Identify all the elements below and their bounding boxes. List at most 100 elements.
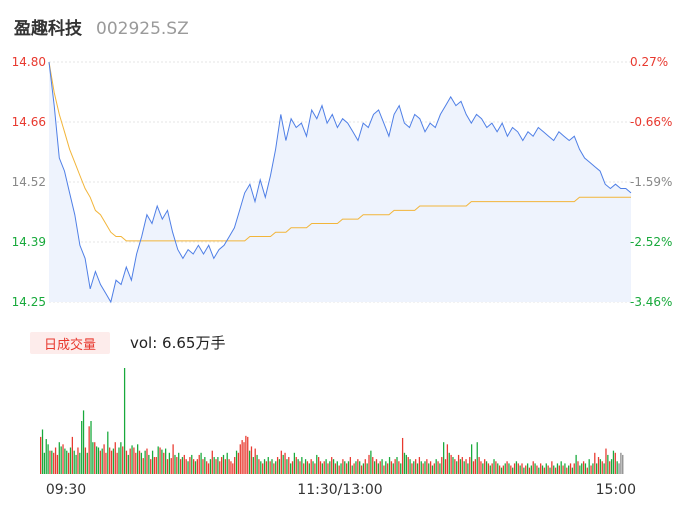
volume-bar: [123, 368, 126, 474]
volume-bar: [357, 459, 359, 474]
volume-bar: [140, 452, 143, 474]
volume-bar: [144, 450, 146, 474]
volume-bar: [299, 461, 301, 474]
volume-bar: [41, 429, 44, 474]
volume-bar: [291, 461, 294, 474]
volume-bar: [575, 454, 577, 474]
volume-bar: [155, 457, 157, 474]
volume-bar: [540, 463, 542, 474]
volume-bar: [321, 463, 324, 474]
volume-bar: [222, 454, 225, 474]
volume-bar: [71, 436, 73, 474]
volume-bar: [316, 454, 318, 474]
volume-bar: [612, 450, 615, 474]
volume-bar: [290, 463, 292, 474]
volume-bar: [549, 467, 551, 474]
pct-tick-label: -0.66%: [630, 115, 672, 129]
volume-bar: [45, 439, 47, 474]
volume-bar: [523, 467, 525, 474]
volume-bar: [469, 457, 471, 474]
header: 盈趣科技 002925.SZ: [14, 14, 189, 40]
price-tick-label: 14.39: [12, 235, 46, 249]
volume-bar: [319, 461, 322, 474]
volume-bar: [407, 457, 409, 474]
volume-bar: [573, 463, 575, 474]
volume-bar: [243, 442, 245, 474]
volume-bar: [58, 442, 60, 474]
volume-bar: [129, 448, 131, 474]
volume-bar: [586, 467, 588, 474]
volume-bar: [146, 448, 148, 474]
volume-bar: [137, 444, 139, 474]
volume-bar: [245, 435, 247, 474]
volume-bar: [77, 447, 79, 474]
volume-bar: [275, 461, 277, 474]
volume-bar: [519, 465, 521, 474]
volume-bar: [280, 450, 282, 474]
volume-bar: [571, 467, 574, 474]
volume-bar: [239, 444, 241, 474]
volume-bar: [429, 461, 432, 474]
volume-bar: [375, 459, 378, 474]
volume-bar: [67, 452, 70, 474]
volume-readout: vol: 6.65万手: [130, 334, 226, 352]
volume-bar: [506, 461, 508, 474]
volume-bar: [390, 461, 393, 474]
price-tick-label: 14.52: [12, 175, 46, 189]
volume-bar: [588, 459, 590, 474]
volume-bar: [480, 461, 482, 474]
volume-bar: [101, 448, 103, 474]
volume-bar: [338, 465, 340, 474]
volume-bar: [508, 463, 510, 474]
volume-bar: [165, 448, 167, 474]
volume-bar: [66, 450, 68, 474]
volume-bar: [543, 467, 546, 474]
volume-bar: [441, 457, 443, 474]
volume-bar: [40, 436, 42, 474]
volume-bar: [200, 452, 202, 474]
volume-bar: [532, 461, 534, 474]
volume-bar: [304, 459, 307, 474]
volume-bar: [456, 461, 458, 474]
volume-bar: [295, 457, 297, 474]
volume-bar: [579, 465, 581, 474]
volume-bar: [502, 465, 504, 474]
volume-bar: [512, 467, 514, 474]
volume-bar: [603, 463, 605, 474]
volume-bar: [383, 465, 385, 474]
volume-bar: [49, 450, 51, 474]
volume-bar: [163, 452, 165, 474]
volume-bar: [260, 461, 262, 474]
volume-bar: [206, 461, 208, 474]
volume-bar: [373, 461, 376, 474]
volume-bar: [504, 463, 506, 474]
volume-bar: [443, 442, 445, 474]
volume-bar: [204, 457, 206, 474]
volume-bar: [194, 461, 197, 474]
volume-bar: [64, 448, 66, 474]
volume-bar: [228, 459, 230, 474]
volume-bar: [489, 465, 491, 474]
volume-bar: [297, 459, 299, 474]
volume-bar: [135, 452, 137, 474]
volume-bar: [345, 463, 348, 474]
volume-bar: [120, 442, 122, 474]
volume-bar: [360, 465, 363, 474]
volume-bar: [127, 454, 129, 474]
volume-bar: [426, 459, 428, 474]
volume-bar: [157, 446, 159, 474]
volume-bar: [353, 463, 355, 474]
volume-bar: [497, 463, 499, 474]
volume-bar: [452, 457, 454, 474]
volume-tab[interactable]: 日成交量: [30, 332, 110, 354]
volume-bar: [610, 459, 613, 474]
volume-bar: [538, 467, 540, 474]
volume-bar: [86, 452, 88, 474]
volume-bar: [472, 461, 475, 474]
volume-bar: [454, 459, 456, 474]
volume-bar: [81, 421, 83, 474]
volume-bar: [340, 463, 342, 474]
volume-bar: [99, 450, 101, 474]
volume-bar: [424, 461, 426, 474]
